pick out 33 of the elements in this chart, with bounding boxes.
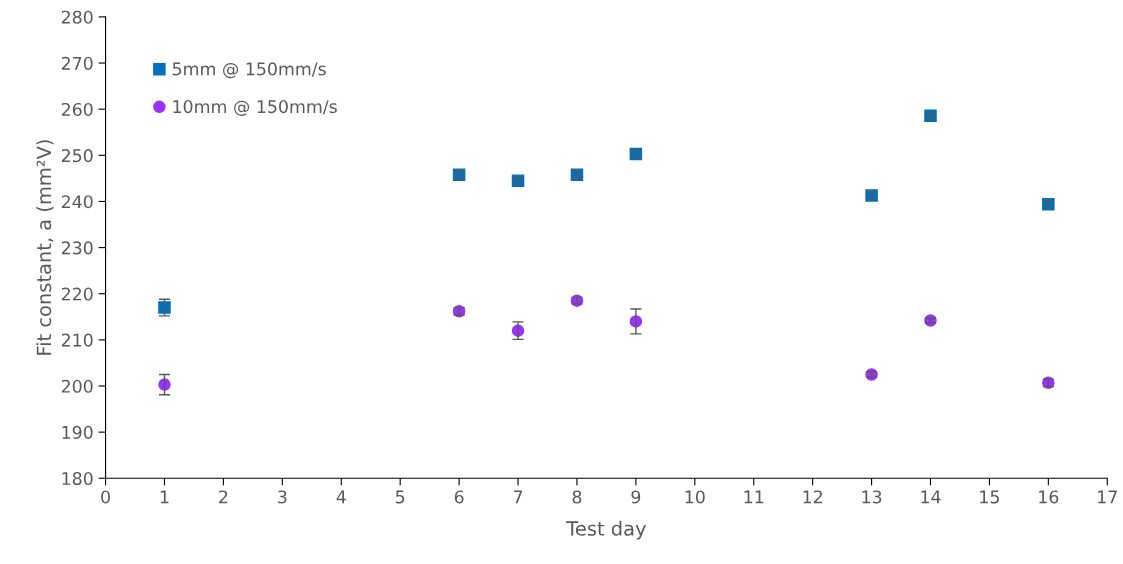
y-tick-label: 250 (61, 149, 93, 163)
y-tick-label: 280 (61, 10, 93, 24)
x-tick-label: 11 (744, 490, 764, 504)
x-tick-label: 15 (980, 490, 999, 504)
x-tick-label: 7 (513, 490, 523, 504)
x-tick-label: 16 (1039, 490, 1059, 504)
x-tick-label: 2 (219, 490, 228, 504)
legend-label: 5mm @ 150mm/s (172, 62, 326, 79)
y-tick-label: 220 (61, 287, 93, 301)
y-tick-label: 230 (61, 241, 93, 255)
x-tick-label: 3 (278, 490, 287, 504)
y-tick-label: 270 (61, 56, 93, 70)
x-tick-label: 8 (572, 490, 582, 504)
y-tick-label: 240 (61, 195, 93, 209)
y-axis-title: Fit constant, a (mm²V) (36, 140, 54, 355)
x-tick-label: 5 (396, 490, 405, 504)
x-tick-label: 17 (1098, 490, 1117, 504)
y-tick-label: 200 (61, 379, 93, 393)
y-tick-label: 180 (62, 471, 93, 486)
x-tick-label: 4 (336, 490, 346, 504)
x-tick-label: 6 (454, 490, 464, 504)
x-tick-label: 14 (921, 490, 941, 504)
legend-label: 10mm @ 150mm/s (173, 100, 337, 116)
y-tick-label: 190 (62, 425, 93, 439)
x-tick-label: 10 (685, 490, 705, 504)
y-tick-label: 260 (61, 102, 93, 117)
x-axis-title: Test day (566, 520, 646, 540)
y-tick-label: 210 (61, 333, 93, 347)
x-tick-label: 12 (803, 490, 822, 504)
x-tick-label: 1 (160, 490, 169, 504)
x-tick-label: 0 (101, 490, 110, 504)
x-tick-label: 13 (862, 490, 882, 504)
x-tick-label: 9 (631, 490, 641, 504)
